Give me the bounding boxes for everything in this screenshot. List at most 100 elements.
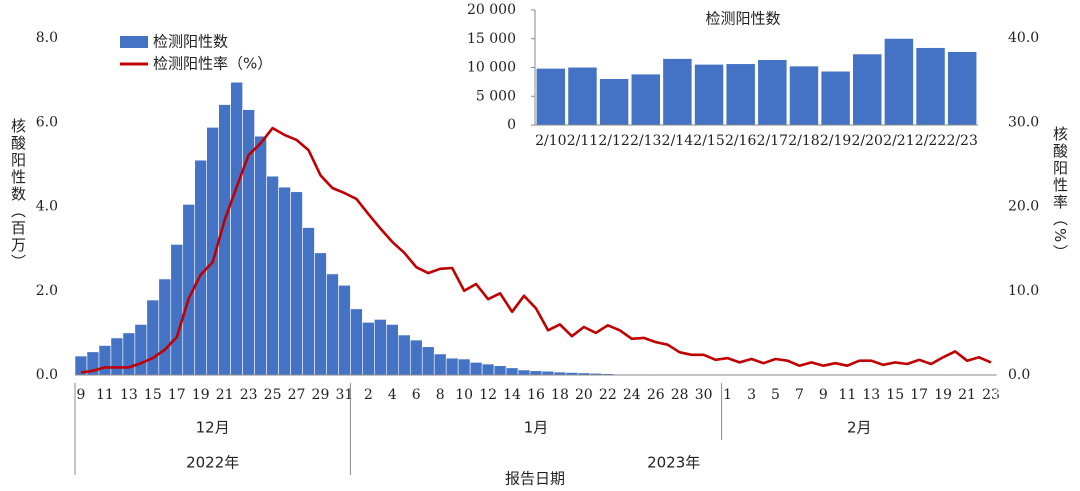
bar	[302, 227, 315, 376]
x-tick-label: 19	[192, 387, 210, 403]
inset-bar	[789, 66, 819, 125]
x-axis-title: 报告日期	[505, 470, 565, 488]
inset-bar	[884, 38, 914, 125]
x-tick-label: 11	[96, 387, 114, 403]
inset-x-tick-label: 2/16	[725, 133, 757, 149]
inset-x-tick-label: 2/12	[598, 133, 629, 149]
inset-x-tick-label: 2/23	[946, 133, 977, 149]
inset-y-tick-label: 5 000	[476, 88, 516, 104]
x-tick-label: 9	[819, 387, 828, 403]
line	[80, 126, 992, 374]
bar	[529, 370, 543, 376]
inset-bar	[853, 54, 882, 125]
x-tick-label: 17	[168, 387, 186, 403]
y-tick-label: 2.0	[36, 283, 58, 299]
inset-x-tick-label: 2/13	[630, 133, 661, 149]
bar	[290, 191, 303, 376]
x-tick-label: 3	[747, 387, 756, 403]
bar	[517, 369, 531, 376]
x-tick-label: 26	[647, 387, 665, 403]
bar	[134, 324, 148, 376]
bar	[158, 278, 172, 376]
inset-x-tick-label: 2/11	[567, 133, 598, 149]
bar	[505, 367, 519, 376]
x-tick-label: 19	[934, 387, 952, 403]
x-tick-label: 23	[982, 387, 1000, 403]
inset-x-tick-label: 2/14	[662, 133, 694, 149]
x-group-label: 2月	[847, 419, 872, 437]
x-year-label: 2023年	[647, 454, 700, 472]
x-tick-label: 7	[795, 387, 804, 403]
inset-bar	[821, 71, 850, 125]
bar	[469, 362, 483, 376]
bar	[397, 334, 411, 376]
inset-y-tick-label: 0	[507, 117, 516, 133]
inset-x-tick-label: 2/21	[883, 133, 914, 149]
bar	[493, 365, 507, 376]
x-tick-label: 14	[503, 387, 521, 403]
bar	[481, 363, 495, 376]
inset-bar	[599, 79, 629, 125]
x-tick-label: 1	[723, 387, 732, 403]
inset-bar	[631, 74, 660, 125]
y2-tick-label: 20.0	[1008, 199, 1039, 215]
y-tick-label: 0.0	[36, 367, 58, 383]
x-tick-label: 21	[216, 387, 234, 403]
x-tick-label: 13	[120, 387, 138, 403]
x-tick-label: 12	[479, 387, 497, 403]
inset-bar	[947, 51, 977, 125]
inset-x-tick-label: 2/18	[788, 133, 819, 149]
inset-x-tick-label: 2/22	[915, 133, 946, 149]
bar	[350, 308, 363, 376]
y2-tick-label: 40.0	[1008, 30, 1039, 46]
x-tick-label: 24	[623, 387, 641, 403]
x-tick-label: 16	[527, 387, 545, 403]
x-tick-label: 27	[288, 387, 306, 403]
x-tick-label: 8	[436, 387, 445, 403]
bar	[433, 353, 447, 376]
bar	[146, 299, 160, 376]
inset-x-tick-label: 2/17	[757, 133, 788, 149]
y-tick-label: 6.0	[36, 114, 58, 130]
x-tick-label: 9	[77, 387, 86, 403]
y2-axis-title: 核酸阳性率（%）	[1051, 126, 1069, 261]
y2-tick-label: 10.0	[1008, 283, 1039, 299]
inset-y-tick-label: 10 000	[467, 60, 516, 76]
y-tick-label: 8.0	[36, 30, 58, 46]
bar	[194, 159, 208, 376]
bar	[266, 175, 279, 376]
bar	[98, 345, 112, 376]
inset-bar	[726, 64, 755, 125]
bar	[314, 252, 327, 376]
x-group-label: 1月	[524, 419, 549, 437]
bar	[421, 346, 435, 376]
x-tick-label: 4	[388, 387, 397, 403]
y2-tick-label: 30.0	[1008, 114, 1039, 130]
inset-bar	[694, 64, 724, 125]
x-tick-label: 5	[771, 387, 780, 403]
bar	[374, 319, 387, 376]
bar	[457, 358, 471, 376]
inset-y-tick-label: 20 000	[467, 2, 516, 18]
inset-y-tick-label: 15 000	[467, 31, 516, 47]
bar	[218, 104, 231, 376]
y2-tick-label: 0.0	[1008, 367, 1030, 383]
bar	[230, 81, 243, 376]
x-tick-label: 17	[910, 387, 928, 403]
x-tick-label: 2	[364, 387, 373, 403]
inset-x-tick-label: 2/20	[852, 133, 883, 149]
bar	[409, 339, 423, 376]
inset-bar	[916, 47, 945, 126]
x-year-label: 2022年	[186, 454, 239, 472]
legend-swatch	[120, 36, 148, 48]
x-tick-label: 15	[144, 387, 162, 403]
inset-bar	[568, 67, 597, 125]
x-tick-label: 11	[838, 387, 856, 403]
inset-x-tick-label: 2/10	[535, 133, 566, 149]
bar	[541, 370, 555, 376]
x-tick-label: 22	[599, 387, 617, 403]
x-tick-label: 30	[695, 387, 713, 403]
x-tick-label: 31	[336, 387, 354, 403]
inset-x-tick-label: 2/15	[693, 133, 724, 149]
